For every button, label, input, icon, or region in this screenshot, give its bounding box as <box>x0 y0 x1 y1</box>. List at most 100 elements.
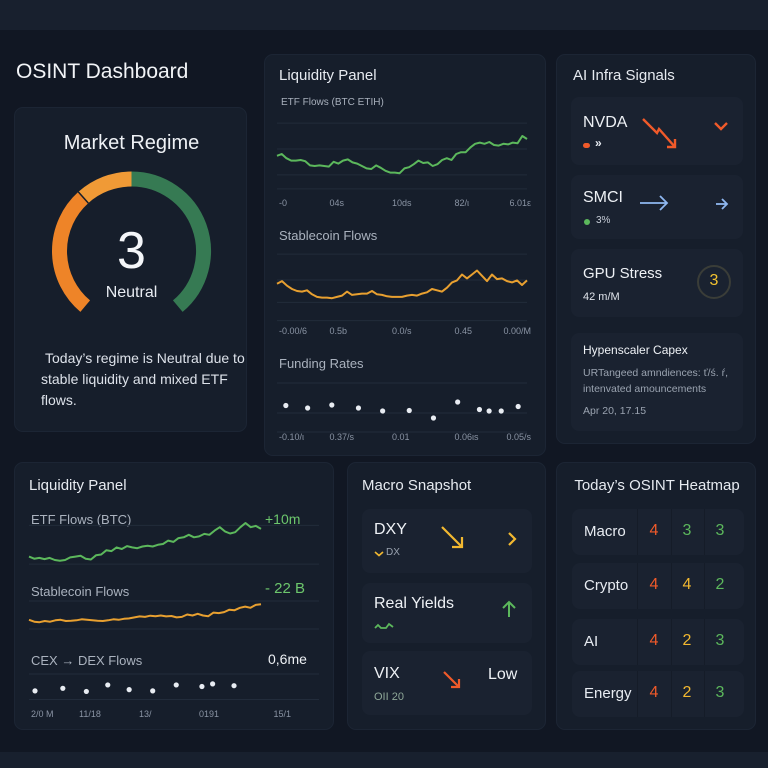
axis-tick-label: -0.00/6 <box>279 326 308 336</box>
heatmap-row-label: AI <box>584 633 599 650</box>
heatmap-cell[interactable]: 3 <box>715 632 725 649</box>
heatmap-cell[interactable]: 3 <box>682 522 692 539</box>
series-line <box>276 135 528 175</box>
stablecoin-flows-axis: -0.00/6 0.5b 0.0/s 0.45 0.00/M <box>279 326 531 338</box>
heatmap-divider <box>637 671 638 717</box>
market-regime-title: Market Regime <box>63 132 200 154</box>
smci-signal[interactable]: SMCI 3% <box>571 175 743 239</box>
axis-tick-label: 0191 <box>199 709 220 719</box>
funding-rates-label: Funding Rates <box>279 356 364 371</box>
data-point <box>283 402 289 409</box>
heatmap-cell[interactable]: 2 <box>682 632 692 649</box>
data-point <box>498 408 504 414</box>
vix-trend-down-icon <box>443 671 461 689</box>
stablecoin-flows-bottom-chart <box>28 600 319 630</box>
heatmap-cell[interactable]: 2 <box>682 684 692 701</box>
axis-tick-label: 82/ι <box>454 198 470 208</box>
axis-tick-label: 0.06ιs <box>454 432 479 442</box>
data-point <box>210 681 216 687</box>
osint-heatmap-card[interactable]: Today’s OSINT Heatmap Macro 4 3 3 Crypto 4 4 2 A… <box>556 462 756 730</box>
heatmap-row-energy[interactable]: Energy 4 2 3 <box>572 671 744 717</box>
vix-item[interactable]: VIX OII 20 Low <box>362 651 532 715</box>
liquidity-panel-bottom[interactable]: Liquidity Panel ETF Flows (BTC) +10m Sta… <box>14 462 334 730</box>
data-point <box>486 408 492 414</box>
heatmap-cell[interactable]: 3 <box>715 684 725 701</box>
nvda-trend-down-icon <box>642 118 677 149</box>
smci-ticker: SMCI <box>583 189 623 206</box>
gpu-stress-signal[interactable]: GPU Stress 42 m/M 3 <box>571 249 743 317</box>
stablecoin-flows-chart <box>276 253 528 322</box>
heatmap-cell[interactable]: 4 <box>649 684 659 701</box>
page-title: OSINT Dashboard <box>16 60 189 83</box>
heatmap-divider <box>637 563 638 609</box>
heatmap-row-macro[interactable]: Macro 4 3 3 <box>572 509 744 555</box>
data-point <box>173 682 179 688</box>
stablecoin-flows-bottom-label: Stablecoin Flows <box>31 584 130 599</box>
cex-dex-axis: 2/0 M 11/18 13/0191 15/1 <box>31 709 291 721</box>
top-bar <box>0 0 768 30</box>
regime-score: 3 <box>117 222 146 280</box>
nvda-signal[interactable]: NVDA » <box>571 97 743 165</box>
axis-tick-label: 0.45 <box>454 326 473 336</box>
axis-tick-label: 0.01 <box>392 432 410 442</box>
axis-tick-label: 0.5b <box>329 326 348 336</box>
heatmap-cell[interactable]: 3 <box>715 522 725 539</box>
etf-flows-btc-chart <box>28 522 319 565</box>
heatmap-divider <box>704 563 705 609</box>
bottom-bar <box>0 752 768 768</box>
data-point <box>150 688 156 694</box>
liquidity-panel-bottom-title: Liquidity Panel <box>29 477 127 494</box>
series-line <box>28 603 262 624</box>
heatmap-cell[interactable]: 4 <box>649 632 659 649</box>
dxy-sub: DX <box>386 547 400 558</box>
heatmap-cell[interactable]: 4 <box>649 576 659 593</box>
hyperscaler-capex-item[interactable]: Hypenscaler Capex URTangeed amndiences: … <box>571 333 743 431</box>
regime-label: Neutral <box>105 284 158 301</box>
axis-tick-label: 0.05/s <box>506 432 531 442</box>
axis-tick-label: 2/0 M <box>31 709 54 719</box>
data-point <box>406 407 412 414</box>
data-point <box>231 683 237 689</box>
data-point <box>105 682 111 688</box>
gpu-stress-score-ring <box>697 265 731 299</box>
nvda-ticker: NVDA <box>583 114 628 131</box>
data-point <box>329 402 335 408</box>
gauge-segment-bearish <box>52 191 91 312</box>
smci-arrow-right-icon[interactable] <box>715 197 729 211</box>
data-point <box>126 687 132 693</box>
market-regime-card[interactable]: Market Regime 3 Neutral Today’s regime i… <box>14 107 247 432</box>
heatmap-row-ai[interactable]: AI 4 2 3 <box>572 619 744 665</box>
axis-tick-label: 0.00/M <box>503 326 531 336</box>
etf-flows-chart <box>276 122 528 190</box>
heatmap-divider <box>671 671 672 717</box>
nvda-sub: » <box>595 136 602 150</box>
liquidity-panel-top[interactable]: Liquidity Panel ETF Flows (BTC ETIH) -0 0… <box>264 54 546 456</box>
heatmap-cell[interactable]: 2 <box>715 576 725 593</box>
axis-tick-label: 10ds <box>392 198 412 208</box>
heatmap-cell[interactable]: 4 <box>682 576 692 593</box>
ai-infra-signals-card[interactable]: AI Infra Signals NVDA » SMCI 3% GPU Stre… <box>556 54 756 444</box>
smci-status-dot <box>584 219 590 225</box>
heatmap-divider <box>671 563 672 609</box>
heatmap-row-label: Energy <box>584 685 632 702</box>
stablecoin-flows-label: Stablecoin Flows <box>279 228 378 243</box>
heatmap-row-label: Macro <box>584 523 626 540</box>
nvda-chevron-down-icon[interactable] <box>713 121 729 131</box>
dxy-chevron-right-icon[interactable] <box>507 531 517 547</box>
data-point <box>355 405 362 411</box>
real-yields-item[interactable]: Real Yields <box>362 583 532 643</box>
data-point <box>455 399 461 405</box>
heatmap-cell[interactable]: 4 <box>649 522 659 539</box>
dxy-label: DXY <box>374 521 407 538</box>
macro-snapshot-card[interactable]: Macro Snapshot DXY DX Real Yields VIX OI… <box>347 462 546 730</box>
etf-flows-label: ETF Flows (BTC ETIH) <box>281 97 384 108</box>
axis-tick-label: -0.10/ι <box>279 432 305 442</box>
cex-dex-flows-chart <box>29 673 319 700</box>
heatmap-row-crypto[interactable]: Crypto 4 4 2 <box>572 563 744 609</box>
smci-sub: 3% <box>596 215 611 226</box>
series-line <box>28 522 262 562</box>
axis-tick-label: 04s <box>329 198 345 208</box>
gauge-separator <box>77 191 89 204</box>
axis-tick-label: 13/ <box>139 709 152 719</box>
dxy-item[interactable]: DXY DX <box>362 509 532 573</box>
